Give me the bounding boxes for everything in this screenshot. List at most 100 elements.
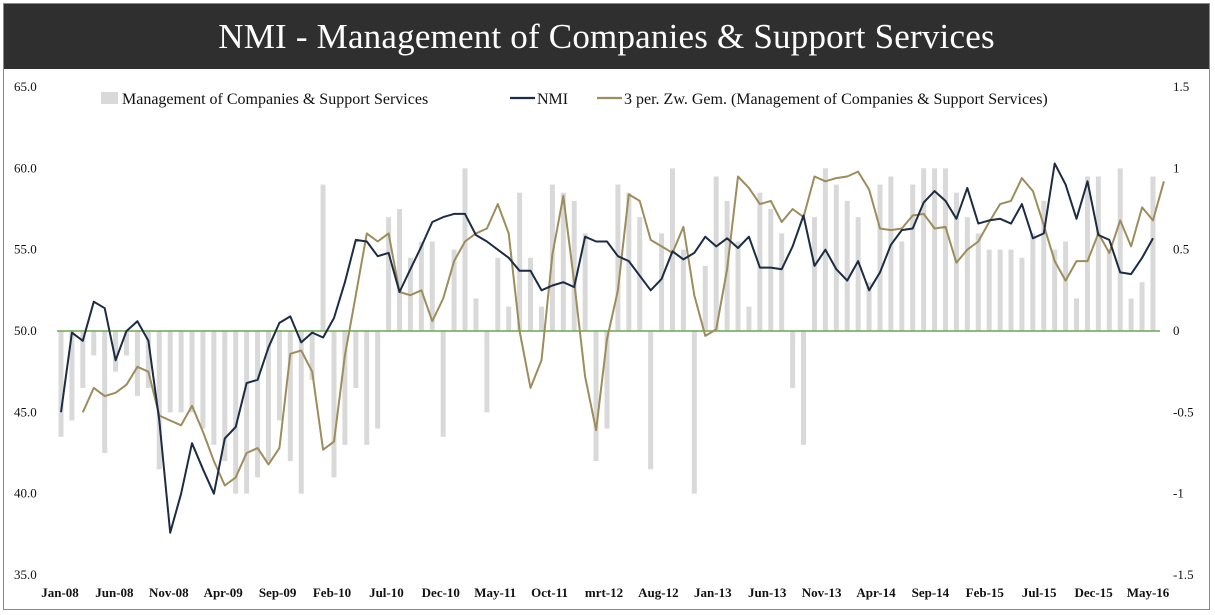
x-axis-tick-label: Feb-10 (313, 585, 351, 600)
bar (877, 184, 883, 331)
bar (1041, 200, 1047, 331)
bar (1052, 249, 1058, 331)
x-axis-tick-label: Jun-08 (95, 585, 134, 600)
bar (1128, 298, 1134, 331)
bar (484, 331, 490, 413)
bar (233, 331, 239, 494)
left-axis-tick-label: 45.0 (14, 404, 37, 419)
bar (429, 241, 435, 331)
bar (222, 331, 228, 462)
bar (604, 331, 610, 429)
x-axis-tick-label: Jul-15 (1022, 585, 1057, 600)
bar (255, 331, 261, 478)
bar (1150, 176, 1156, 331)
x-axis-tick-label: Nov-08 (149, 585, 189, 600)
bar (932, 168, 938, 331)
bar (309, 331, 315, 380)
bar (298, 331, 304, 494)
bar (910, 184, 916, 331)
x-axis-tick-label: Dec-15 (1074, 585, 1113, 600)
bar (506, 306, 512, 331)
bar (582, 233, 588, 331)
right-axis-tick-label: 0 (1173, 323, 1180, 338)
bar (276, 331, 282, 421)
legend-label: NMI (537, 91, 568, 108)
bar (746, 306, 752, 331)
bar (735, 241, 741, 331)
bar (713, 176, 719, 331)
bar (342, 331, 348, 445)
bar (997, 249, 1003, 331)
x-axis-tick-label: Feb-15 (966, 585, 1005, 600)
bar (1117, 168, 1123, 331)
bar (386, 217, 392, 331)
bar (189, 331, 195, 413)
right-axis-tick-label: -1 (1173, 486, 1184, 501)
bar (517, 192, 523, 331)
bar (178, 331, 184, 413)
bar (462, 168, 468, 331)
bar (364, 331, 370, 445)
bar (779, 233, 785, 331)
x-axis-tick-label: Dec-10 (422, 585, 460, 600)
bar (69, 331, 75, 421)
x-axis-tick-label: Jan-08 (41, 585, 79, 600)
bar (331, 331, 337, 478)
bar (670, 168, 676, 331)
bar (811, 217, 817, 331)
bar (58, 331, 64, 437)
left-axis-tick-label: 55.0 (14, 242, 37, 257)
x-axis-tick-label: Aug-12 (638, 585, 678, 600)
bar (124, 331, 130, 356)
bar (659, 233, 665, 331)
x-axis-tick-label: Oct-11 (531, 585, 568, 600)
bar (528, 257, 534, 331)
legend-label: 3 per. Zw. Gem. (Management of Companies… (624, 91, 1048, 108)
x-axis-tick-label: Nov-13 (802, 585, 842, 600)
bar (320, 184, 326, 331)
bar (113, 331, 119, 372)
bar (102, 331, 108, 453)
bar (560, 192, 566, 331)
bar (91, 331, 97, 356)
bar (353, 331, 359, 388)
bar (888, 176, 894, 331)
bar (495, 257, 501, 331)
bar (473, 298, 479, 331)
title-bar: NMI - Management of Companies & Support … (4, 4, 1209, 69)
bar (637, 217, 643, 331)
x-axis-tick-label: May-16 (1127, 585, 1170, 600)
bar (768, 209, 774, 331)
bar (702, 265, 708, 331)
bar (1074, 298, 1080, 331)
bar (964, 217, 970, 331)
bar (418, 241, 424, 331)
bar (855, 217, 861, 331)
bar (375, 331, 381, 429)
bar (134, 331, 140, 397)
bar (80, 331, 86, 388)
chart-title: NMI - Management of Companies & Support … (218, 16, 995, 56)
bar (287, 331, 293, 462)
right-axis-tick-label: 1 (1173, 160, 1180, 175)
bar (200, 331, 206, 429)
bar (211, 331, 217, 445)
bar (1063, 241, 1069, 331)
bar (801, 331, 807, 445)
x-axis-tick-label: Apr-09 (204, 585, 244, 600)
bar (244, 331, 250, 494)
bar (440, 331, 446, 437)
right-axis-tick-label: 0.5 (1173, 242, 1189, 257)
x-axis-tick-label: mrt-12 (585, 585, 623, 600)
left-axis-tick-label: 40.0 (14, 486, 37, 501)
bar (866, 282, 872, 331)
x-axis-tick-label: Sep-09 (259, 585, 297, 600)
legend-label: Management of Companies & Support Servic… (122, 91, 428, 108)
bar (757, 192, 763, 331)
bar (691, 331, 697, 494)
bar (975, 233, 981, 331)
right-axis-tick-label: -0.5 (1173, 404, 1194, 419)
bar (921, 168, 927, 331)
bar (1008, 249, 1014, 331)
